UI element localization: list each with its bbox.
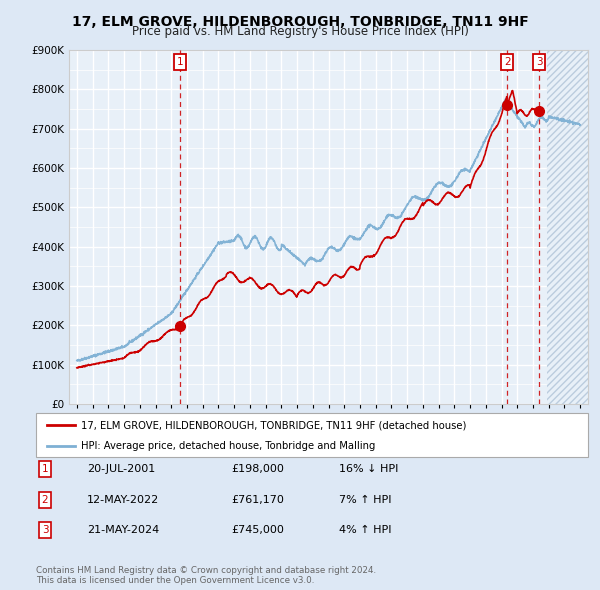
Text: 1: 1 xyxy=(41,464,49,474)
Text: 16% ↓ HPI: 16% ↓ HPI xyxy=(339,464,398,474)
Text: 7% ↑ HPI: 7% ↑ HPI xyxy=(339,495,391,504)
Text: 4% ↑ HPI: 4% ↑ HPI xyxy=(339,526,391,535)
Text: 17, ELM GROVE, HILDENBOROUGH, TONBRIDGE, TN11 9HF (detached house): 17, ELM GROVE, HILDENBOROUGH, TONBRIDGE,… xyxy=(81,421,466,430)
Text: £761,170: £761,170 xyxy=(231,495,284,504)
Text: 20-JUL-2001: 20-JUL-2001 xyxy=(87,464,155,474)
Text: 3: 3 xyxy=(536,57,542,67)
Text: HPI: Average price, detached house, Tonbridge and Malling: HPI: Average price, detached house, Tonb… xyxy=(81,441,376,451)
Bar xyxy=(547,50,588,404)
Text: 2: 2 xyxy=(41,495,49,504)
Text: Price paid vs. HM Land Registry's House Price Index (HPI): Price paid vs. HM Land Registry's House … xyxy=(131,25,469,38)
Text: 17, ELM GROVE, HILDENBOROUGH, TONBRIDGE, TN11 9HF: 17, ELM GROVE, HILDENBOROUGH, TONBRIDGE,… xyxy=(71,15,529,29)
Text: 2: 2 xyxy=(504,57,511,67)
Text: 12-MAY-2022: 12-MAY-2022 xyxy=(87,495,159,504)
Text: Contains HM Land Registry data © Crown copyright and database right 2024.
This d: Contains HM Land Registry data © Crown c… xyxy=(36,566,376,585)
Text: 21-MAY-2024: 21-MAY-2024 xyxy=(87,526,159,535)
Text: 1: 1 xyxy=(176,57,183,67)
Text: 3: 3 xyxy=(41,526,49,535)
Text: £745,000: £745,000 xyxy=(231,526,284,535)
Text: £198,000: £198,000 xyxy=(231,464,284,474)
Bar xyxy=(547,50,588,404)
